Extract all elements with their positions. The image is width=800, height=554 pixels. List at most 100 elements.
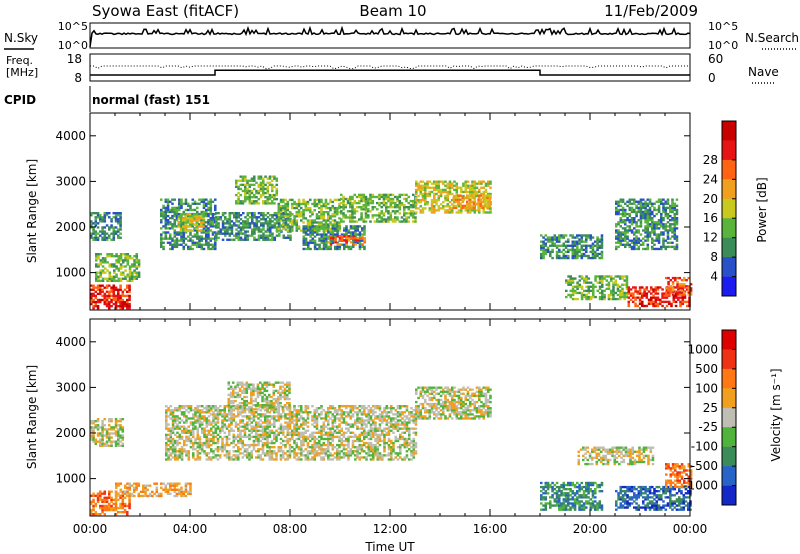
power-cell	[277, 204, 281, 208]
power-cell	[462, 184, 465, 187]
velocity-cell	[103, 500, 107, 504]
power-cell	[169, 210, 172, 214]
velocity-cell	[180, 413, 184, 416]
velocity-cell	[103, 442, 107, 445]
velocity-cell	[96, 496, 100, 499]
power-cell	[464, 180, 468, 183]
velocity-cell	[185, 419, 188, 422]
power-cell	[322, 204, 326, 208]
power-cell	[352, 239, 355, 242]
power-cell	[119, 265, 123, 268]
velocity-cell	[216, 409, 220, 412]
power-cell	[651, 210, 654, 214]
power-cell	[327, 223, 330, 226]
power-cell	[259, 183, 263, 187]
power-cell	[637, 210, 641, 214]
velocity-cell	[165, 405, 168, 408]
power-cell	[569, 281, 573, 284]
power-cell	[288, 219, 292, 222]
velocity-cell	[128, 492, 132, 496]
velocity-cell	[155, 490, 159, 494]
power-cell	[304, 237, 308, 240]
power-cell	[322, 245, 326, 249]
velocity-cell	[219, 405, 222, 408]
velocity-cell	[201, 423, 204, 426]
power-cell	[567, 240, 570, 243]
power-cell	[387, 210, 390, 213]
power-cell	[106, 269, 109, 272]
velocity-cell	[259, 433, 263, 437]
power-cell	[209, 223, 213, 226]
power-cell	[674, 276, 677, 280]
power-cell	[250, 183, 254, 187]
velocity-cell	[174, 439, 177, 443]
power-cell	[642, 212, 645, 216]
power-ytick-label: 3000	[55, 174, 86, 188]
power-cell	[605, 287, 609, 291]
velocity-cell	[101, 422, 104, 425]
power-cell	[297, 227, 301, 230]
power-cell	[318, 217, 321, 220]
power-cell	[253, 212, 256, 215]
power-cell	[616, 287, 620, 291]
power-cell	[489, 180, 492, 183]
power-cell	[349, 201, 352, 205]
power-cell	[182, 219, 185, 222]
velocity-cell	[192, 417, 195, 420]
nave-label: Nave	[748, 65, 779, 79]
velocity-cell	[257, 421, 260, 424]
velocity-cell	[264, 415, 267, 418]
velocity-cell	[252, 427, 256, 430]
power-cell	[196, 235, 199, 238]
velocity-cell	[164, 488, 168, 491]
power-cell	[304, 202, 308, 206]
velocity-cell	[194, 421, 197, 424]
power-cell	[315, 217, 319, 220]
power-cell	[454, 206, 458, 210]
power-cell	[675, 212, 679, 216]
power-cell	[313, 227, 317, 230]
power-cell	[576, 242, 579, 245]
power-cell	[672, 300, 676, 304]
velocity-cell	[248, 417, 251, 420]
power-cell	[189, 237, 192, 240]
power-cell	[378, 204, 381, 207]
power-cell	[307, 229, 310, 232]
power-cell	[542, 244, 545, 247]
power-cell	[415, 211, 418, 214]
velocity-cell	[210, 437, 213, 441]
power-cell	[266, 224, 270, 227]
velocity-cell	[185, 417, 188, 420]
velocity-cell	[144, 490, 147, 494]
velocity-cell	[255, 437, 258, 441]
power-cell	[112, 302, 116, 306]
power-cell	[424, 201, 427, 204]
power-cell	[217, 212, 220, 215]
velocity-cell	[248, 423, 251, 426]
power-cell	[207, 245, 210, 249]
power-cell	[648, 235, 652, 238]
power-cell	[244, 179, 247, 182]
velocity-cell	[219, 456, 222, 459]
power-cell	[473, 190, 477, 194]
power-cell	[295, 211, 299, 214]
power-cell	[175, 208, 179, 212]
velocity-cell	[230, 458, 233, 461]
velocity-cell	[173, 490, 177, 494]
power-cell	[621, 287, 624, 291]
power-cell	[675, 204, 679, 208]
power-cell	[325, 243, 328, 246]
velocity-cell	[205, 458, 209, 461]
power-cell	[632, 300, 635, 304]
velocity-cell	[212, 413, 215, 416]
velocity-cell	[225, 443, 229, 447]
power-cell	[329, 231, 333, 234]
velocity-cell	[216, 427, 220, 430]
velocity-cell	[92, 426, 95, 429]
velocity-cell	[273, 452, 276, 455]
velocity-cell	[225, 415, 229, 418]
power-cell	[451, 186, 454, 189]
power-cell	[644, 225, 647, 228]
power-cell	[460, 207, 463, 210]
power-cell	[313, 219, 317, 222]
